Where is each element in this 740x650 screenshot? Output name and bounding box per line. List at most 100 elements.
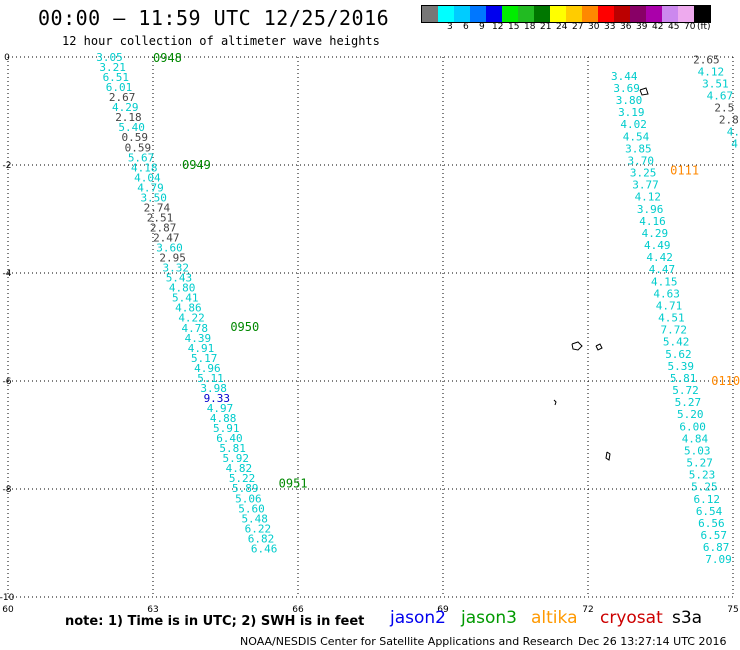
swh-value: 2.87 (150, 221, 177, 234)
swh-value: 4.15 (651, 275, 678, 288)
swh-value: 9.33 (204, 392, 231, 405)
swh-value: 2.95 (159, 252, 186, 265)
legend-label: 6 (463, 22, 469, 32)
swh-value: 4. (727, 125, 740, 138)
swh-value: 6.22 (245, 522, 272, 535)
swh-value: 4.82 (226, 462, 253, 475)
swh-value: 5.81 (670, 372, 697, 385)
swh-value: 6.46 (251, 542, 278, 555)
swh-value: 5.17 (191, 352, 218, 365)
swh-value: 4.39 (185, 332, 212, 345)
swh-value: 6.40 (216, 432, 243, 445)
swh-value: 6.00 (679, 420, 706, 433)
island-outline (605, 451, 611, 461)
swh-value: 6.57 (701, 529, 728, 542)
swh-value: 3.44 (611, 70, 638, 83)
page-subtitle: 12 hour collection of altimeter wave hei… (62, 34, 380, 48)
pass-time-label: 0950 (230, 320, 259, 334)
lat-tick-label: -2 (3, 161, 12, 171)
swh-value: 5.89 (232, 482, 259, 495)
lat-tick-label: -4 (3, 269, 12, 279)
swh-value: 4.02 (620, 118, 647, 131)
swh-value: 4.88 (210, 412, 237, 425)
island-outline (553, 399, 557, 406)
swh-value: 4. (731, 137, 740, 150)
satellite-cryosat: cryosat (600, 608, 663, 628)
swh-value: 5.43 (166, 272, 193, 285)
swh-value: 3.19 (618, 106, 645, 119)
swh-value: 3.69 (613, 82, 640, 95)
swh-value: 4.12 (635, 191, 662, 204)
swh-value: 5.60 (238, 502, 265, 515)
swh-value: 4.12 (698, 66, 725, 79)
swh-value: 2.47 (153, 232, 180, 245)
swh-value: 4.42 (646, 251, 673, 264)
legend-swatch (438, 6, 454, 22)
swh-value: 2.51 (147, 211, 174, 224)
swh-value: 4.47 (649, 263, 676, 276)
legend-swatch (422, 6, 438, 22)
swh-value: 6.56 (698, 517, 725, 530)
swh-value: 6.82 (248, 532, 275, 545)
swh-value: 3.70 (627, 154, 654, 167)
swh-value: 0.59 (125, 141, 152, 154)
legend-label: 45 (668, 22, 680, 32)
legend-label: 15 (508, 22, 520, 32)
legend-label: 36 (620, 22, 632, 32)
legend-label: 21 (540, 22, 552, 32)
swh-value: 5.06 (235, 492, 262, 505)
swh-value: 3.96 (637, 203, 664, 216)
legend-swatch (694, 6, 710, 22)
lon-tick-label: 60 (2, 605, 14, 615)
swh-value: 4.54 (623, 130, 650, 143)
swh-value: 5.40 (118, 121, 145, 134)
swh-value: 2.74 (144, 201, 171, 214)
lat-tick-label: -8 (3, 485, 12, 495)
lon-tick-label: 69 (437, 605, 449, 615)
swh-value: 4.51 (658, 312, 685, 325)
swh-value: 4.67 (707, 90, 734, 103)
swh-value: 3.85 (625, 142, 652, 155)
legend-swatch (534, 6, 550, 22)
swh-value: 4.84 (682, 432, 709, 445)
credit-text: NOAA/NESDIS Center for Satellite Applica… (240, 635, 574, 648)
lat-tick-label: -10 (0, 593, 15, 603)
legend-color-bar (421, 5, 711, 23)
swh-value: 3.25 (630, 167, 657, 180)
credit-timestamp: Dec 26 13:27:14 UTC 2016 (578, 635, 727, 648)
swh-value: 5.62 (665, 348, 692, 361)
swh-value: 5.39 (668, 360, 695, 373)
pass-time-label: 0110 (711, 374, 740, 388)
swh-value: 6.01 (106, 81, 133, 94)
legend-label: 42 (652, 22, 664, 32)
swh-value: 4.79 (137, 181, 164, 194)
swh-value: 4.96 (194, 362, 221, 375)
swh-value: 3.51 (702, 78, 729, 91)
swh-value: 5.72 (672, 384, 699, 397)
swh-value: 5.03 (684, 444, 711, 457)
swh-value: 4.71 (656, 299, 683, 312)
swh-value: 4.29 (642, 227, 669, 240)
swh-value: 6.51 (103, 71, 130, 84)
swh-value: 5.27 (686, 457, 713, 470)
satellite-altika: altika (531, 608, 578, 628)
swh-value: 5.23 (689, 469, 716, 482)
legend-swatch (614, 6, 630, 22)
legend-swatch (454, 6, 470, 22)
swh-value: 5.25 (691, 481, 718, 494)
page-title: 00:00 – 11:59 UTC 12/25/2016 (38, 6, 390, 30)
swh-value: 5.42 (663, 336, 690, 349)
swh-value: 3.05 (96, 51, 123, 64)
swh-value: 3.98 (200, 382, 227, 395)
lon-tick-label: 63 (147, 605, 158, 615)
legend-swatch (630, 6, 646, 22)
satellite-jason2: jason2 (390, 608, 446, 628)
pass-time-label: 0949 (182, 158, 211, 172)
satellite-s3a: s3a (672, 608, 703, 628)
lat-tick-label: 0 (4, 53, 10, 63)
swh-value: 0.59 (122, 131, 149, 144)
lon-tick-label: 75 (727, 605, 738, 615)
legend-label: 70 (684, 22, 696, 32)
pass-time-label: 0951 (279, 477, 308, 491)
island-outline (571, 341, 583, 351)
